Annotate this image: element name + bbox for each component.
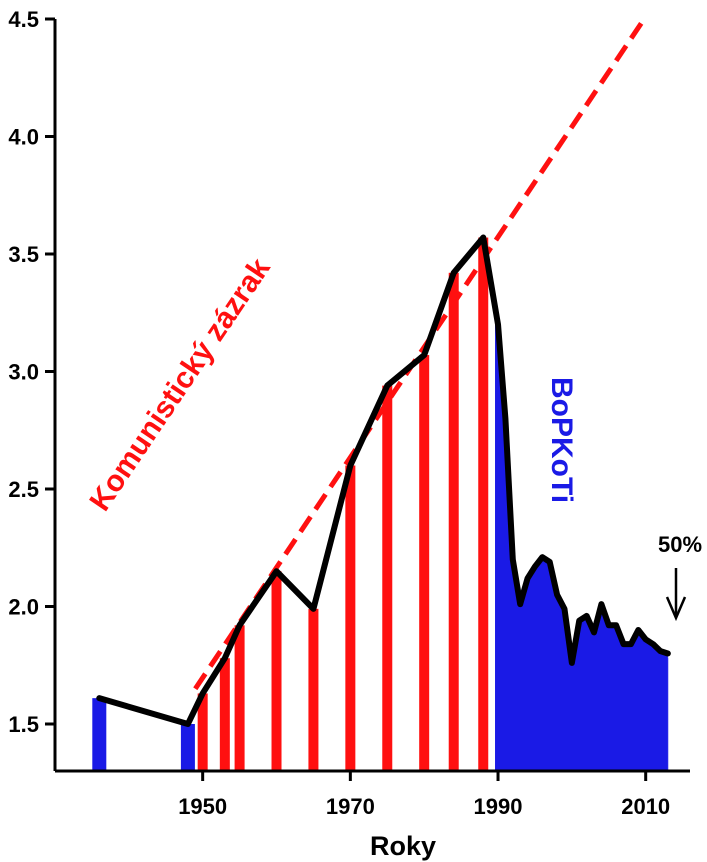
red-bar (308, 608, 319, 771)
y-tick-label: 2.5 (8, 477, 39, 502)
tick-labels: 1.5 2.0 2.5 3.0 3.5 4.0 4.5 1950 1970 1990 2010 (8, 7, 670, 819)
blue-area (495, 324, 668, 771)
red-bar (382, 385, 393, 771)
red-bar (234, 625, 245, 771)
x-tick-label: 2010 (621, 794, 670, 819)
y-tick-label: 1.5 (8, 712, 39, 737)
blue-bar (92, 698, 107, 771)
x-tick-label: 1990 (474, 794, 523, 819)
axes (53, 19, 690, 773)
red-bar (419, 355, 430, 771)
boom-label: Komunistický zázrak (83, 252, 276, 517)
x-tick-label: 1950 (178, 794, 227, 819)
red-bar (197, 693, 208, 771)
blue-bar (180, 724, 195, 771)
y-tick-label: 4.0 (8, 125, 39, 150)
series-line (96, 234, 671, 727)
y-tick-label: 4.5 (8, 7, 39, 32)
bust-label: BoPKoTi (545, 377, 578, 503)
red-bar (271, 571, 282, 771)
red-bar (345, 465, 356, 771)
down-arrow-icon (665, 568, 687, 622)
data-line (96, 234, 671, 727)
x-axis-label: Roky (370, 831, 436, 861)
red-bar (448, 272, 459, 771)
y-tick-label: 2.0 (8, 595, 39, 620)
red-bar (219, 658, 230, 771)
red-bar (478, 237, 489, 772)
x-tick-label: 1970 (326, 794, 375, 819)
percent-label: 50% (658, 532, 702, 557)
y-tick-label: 3.5 (8, 242, 39, 267)
y-tick-label: 3.0 (8, 360, 39, 385)
